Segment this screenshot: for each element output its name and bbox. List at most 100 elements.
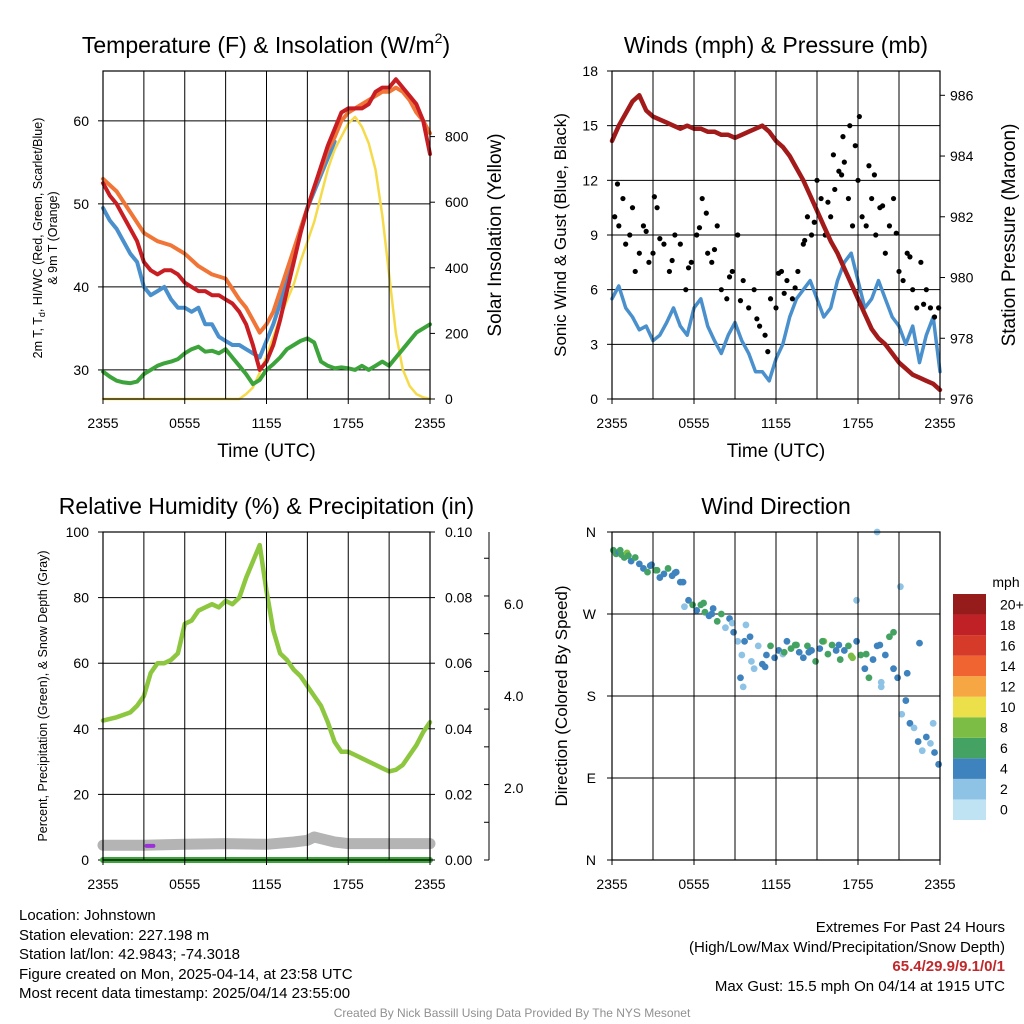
gust-point: [718, 287, 724, 293]
dir-point: [664, 565, 672, 572]
gust-point: [811, 219, 817, 225]
dir-point: [730, 628, 738, 636]
precip-ytick-label: 0.06: [445, 655, 472, 671]
gust-point: [705, 250, 711, 256]
dir-point: [742, 621, 750, 629]
colorbar-swatch: [953, 696, 986, 718]
dir-point: [741, 637, 748, 645]
dir-point: [771, 654, 779, 662]
gust-point: [672, 232, 678, 238]
recent-data-text: Most recent data timestamp: 2025/04/14 2…: [19, 985, 351, 1002]
credit-text: Created By Nick Bassill Using Data Provi…: [333, 1006, 691, 1020]
wind-xtick-label: 0555: [678, 415, 709, 431]
temperature-panel: Temperature (F) & Insolation (W/m2) 2m T…: [31, 30, 506, 462]
gust-point: [873, 232, 879, 238]
dir-point: [918, 747, 926, 755]
gust-point: [869, 195, 875, 202]
gust-point: [921, 301, 927, 307]
temp-xtick-label: 2355: [87, 415, 118, 431]
gust-point: [900, 277, 906, 284]
rh-ytick-label: 100: [66, 524, 90, 540]
dir-point: [681, 603, 688, 611]
gust-point: [859, 214, 865, 220]
gust-point: [880, 203, 886, 209]
dir-point: [862, 650, 870, 658]
rh-title-text: Relative Humidity (%) & Precipitation (i…: [59, 493, 474, 519]
gust-point: [836, 168, 842, 174]
dir-point: [713, 617, 721, 625]
dir-point: [929, 719, 937, 727]
wind-ylabel: Sonic Wind & Gust (Blue, Black): [551, 113, 570, 357]
rh-ytick-label: 0: [81, 852, 89, 868]
dir-point: [679, 578, 687, 586]
gust-point: [781, 290, 787, 296]
dir-point: [709, 605, 717, 612]
rh-series-green: [100, 542, 433, 774]
gust-point: [669, 257, 675, 264]
dir-point: [717, 610, 725, 618]
dir-point: [761, 663, 769, 671]
dir-point: [805, 648, 813, 656]
dir-point: [840, 647, 848, 654]
dir-point: [857, 651, 865, 659]
snow-depth-series-gray: [97, 831, 436, 851]
colorbar-label: 6: [1000, 740, 1008, 756]
dir-point: [700, 599, 707, 607]
precip-ytick-label: 0.02: [445, 786, 472, 802]
dir-point: [935, 760, 943, 768]
gust-point: [640, 223, 647, 229]
dir-point: [819, 637, 826, 645]
gust-point: [688, 259, 694, 265]
colorbar-swatch: [953, 655, 986, 677]
dir-point: [734, 637, 742, 645]
snow-ytick-label: 6.0: [504, 596, 524, 612]
temp-xtick-label: 2355: [414, 415, 445, 431]
extremes-info: Extremes For Past 24 Hours (High/Low/Max…: [689, 918, 1005, 996]
gust-point: [776, 270, 782, 276]
gust-point: [614, 181, 621, 187]
gust-point: [616, 223, 622, 229]
gust-point: [830, 152, 837, 158]
temperature-ylabel: 2m T, Td, HI/WC (Red, Green, Scarlet/Blu…: [31, 118, 47, 359]
dir-point: [780, 648, 788, 656]
gust-point: [677, 241, 683, 247]
dir-point: [625, 552, 632, 560]
gust-point: [735, 232, 741, 238]
temp-xtick-label: 0555: [169, 415, 200, 431]
latlon-text: Station lat/lon: 42.9843; -74.3018: [19, 946, 241, 963]
colorbar-label: 20+: [1000, 596, 1024, 612]
gust-point: [643, 228, 649, 234]
colorbar-label: 2: [1000, 781, 1008, 797]
dir-point: [653, 566, 661, 574]
gust-point: [696, 225, 703, 231]
dir-point: [931, 749, 938, 756]
pressure-y2tick-label: 980: [950, 270, 974, 286]
gust-point: [882, 250, 888, 256]
gust-point: [627, 232, 633, 238]
colorbar-swatch: [953, 594, 986, 615]
wind-xtick-label: 2355: [596, 415, 627, 431]
gust-point: [661, 241, 667, 247]
temperature-ylabel-line2: & 9m T (Orange): [46, 191, 60, 284]
rh-ytick-label: 60: [73, 655, 89, 671]
rh-ytick-label: 20: [73, 786, 89, 802]
gust-point: [757, 323, 763, 329]
dir-point: [646, 562, 654, 570]
dir-point: [750, 665, 758, 673]
dir-point: [847, 652, 855, 660]
colorbar-label: 16: [1000, 637, 1016, 653]
temp-xtick-label: 1755: [333, 415, 364, 431]
gust-point: [623, 241, 629, 247]
extremes-values: 65.4/29.9/9.1/0/1: [892, 958, 1005, 975]
pressure-y2tick-label: 982: [950, 209, 974, 225]
pressure-y2tick-label: 984: [950, 148, 974, 164]
gust-point: [910, 287, 916, 293]
gust-point: [767, 296, 774, 302]
dir-point: [746, 633, 754, 641]
dir-point: [865, 674, 873, 682]
dir-point: [795, 648, 803, 656]
dir-point: [793, 641, 800, 649]
colorbar-swatch: [953, 758, 986, 779]
colorbar-swatch: [953, 778, 986, 800]
